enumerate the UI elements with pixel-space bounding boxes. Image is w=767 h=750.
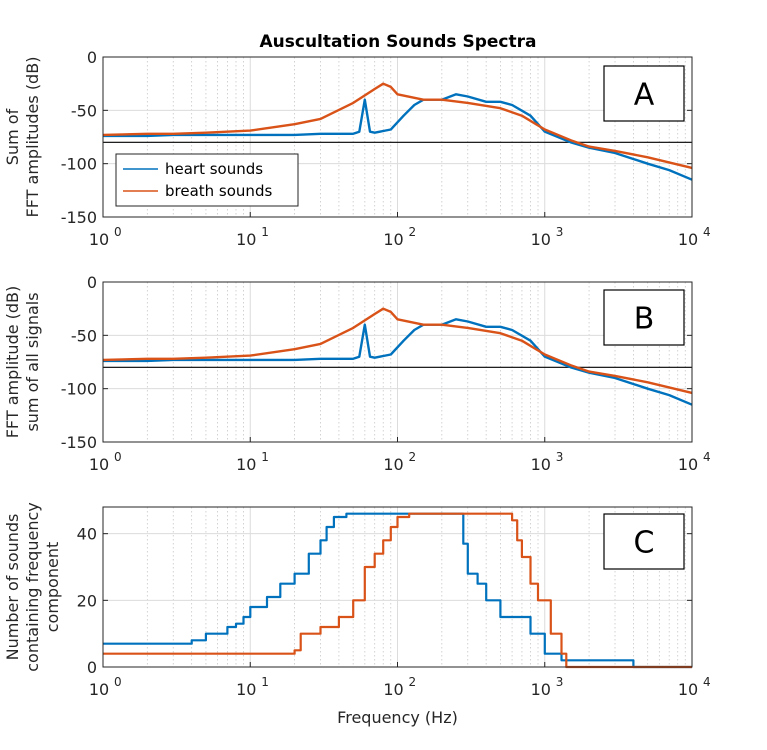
x-tick-label: 10 (383, 680, 403, 699)
x-tick-exponent: 4 (703, 225, 711, 239)
panel-a: 0 -50 -100 -150 10 0 10 1 10 2 10 3 10 4 Sum of FFT amp… (3, 48, 711, 249)
x-tick-label: 10 (89, 680, 109, 699)
y-tick-label: 0 (87, 273, 97, 292)
x-tick-label: 10 (236, 455, 256, 474)
x-tick-label: 10 (89, 455, 109, 474)
x-tick-label: 10 (236, 230, 256, 249)
series-line-breath (103, 512, 692, 669)
x-tick-exponent: 2 (409, 450, 417, 464)
y-tick-label: 40 (77, 525, 97, 544)
panel-label-box (603, 289, 685, 346)
panel-label-box (603, 65, 685, 122)
y-axis-label: FFT amplitudes (dB) (23, 57, 42, 218)
y-axis-label: Number of sounds (3, 514, 22, 661)
x-tick-label: 10 (89, 230, 109, 249)
series-line-heart (103, 318, 693, 406)
legend: heart sounds breath sounds (115, 153, 299, 207)
y-axis-label: Sum of (3, 108, 22, 165)
y-tick-label: 0 (87, 48, 97, 67)
panel-c: 0 20 40 10 0 10 1 10 2 10 3 10 4 Number of sounds cont… (3, 502, 711, 727)
x-tick-exponent: 3 (556, 225, 564, 239)
y-axis-label: containing frequency (23, 502, 42, 671)
x-tick-exponent: 2 (409, 225, 417, 239)
legend-entry: heart sounds (165, 160, 263, 178)
x-tick-exponent: 4 (703, 450, 711, 464)
y-axis-label: component (43, 542, 62, 633)
y-tick-label: -100 (61, 380, 97, 399)
y-axis-label: sum of all signals (23, 292, 42, 431)
y-tick-label: -100 (61, 155, 97, 174)
y-tick-label: 0 (87, 658, 97, 677)
x-tick-exponent: 1 (261, 225, 269, 239)
x-tick-exponent: 4 (703, 675, 711, 689)
figure-title: Auscultation Sounds Spectra (260, 32, 537, 52)
y-tick-label: -150 (61, 433, 97, 452)
x-tick-label: 10 (236, 680, 256, 699)
x-tick-exponent: 0 (114, 450, 122, 464)
x-tick-exponent: 1 (261, 450, 269, 464)
x-tick-exponent: 2 (409, 675, 417, 689)
x-tick-label: 10 (531, 230, 551, 249)
x-tick-label: 10 (383, 455, 403, 474)
legend-box (115, 153, 299, 207)
series-line-heart (103, 93, 693, 181)
panel-label: C (634, 526, 655, 561)
y-tick-label: 20 (77, 591, 97, 610)
series-line-breath (102, 307, 693, 395)
x-tick-exponent: 3 (556, 450, 564, 464)
x-tick-exponent: 1 (261, 675, 269, 689)
y-axis-label: FFT amplitude (dB) (3, 286, 22, 439)
y-tick-label: -150 (61, 208, 97, 227)
x-tick-exponent: 0 (114, 225, 122, 239)
x-tick-label: 10 (383, 230, 403, 249)
panel-b: 0 -50 -100 -150 10 0 10 1 10 2 10 3 10 4 FFT amplitude… (3, 273, 711, 474)
series-line-breath (102, 82, 693, 170)
legend-entry: breath sounds (165, 182, 272, 200)
x-tick-label: 10 (678, 680, 698, 699)
panel-label: B (634, 302, 655, 337)
x-tick-label: 10 (678, 455, 698, 474)
x-tick-label: 10 (678, 230, 698, 249)
x-axis-label: Frequency (Hz) (337, 708, 458, 727)
panel-label: A (634, 78, 655, 113)
x-tick-exponent: 0 (114, 675, 122, 689)
x-tick-label: 10 (531, 680, 551, 699)
x-tick-label: 10 (531, 455, 551, 474)
series-line-heart (103, 512, 692, 669)
x-tick-exponent: 3 (556, 675, 564, 689)
y-tick-label: -50 (71, 101, 97, 120)
y-tick-label: -50 (71, 326, 97, 345)
panel-label-box (603, 513, 685, 570)
